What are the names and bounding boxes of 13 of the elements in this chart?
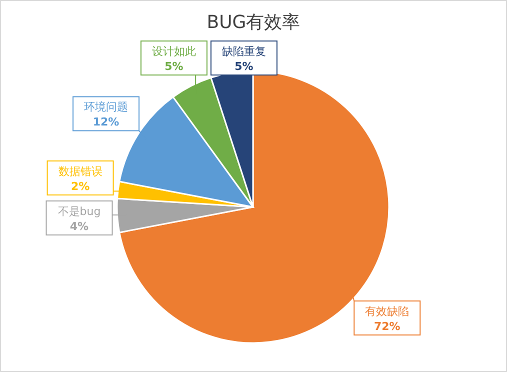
data-label: 5% xyxy=(164,60,184,73)
data-label: 72% xyxy=(374,320,400,333)
chart-title: BUG有效率 xyxy=(206,12,300,33)
slice-label: 缺陷重复 xyxy=(222,45,266,58)
slice-label: 有效缺陷 xyxy=(365,304,410,318)
slice-label: 设计如此 xyxy=(152,45,196,58)
slice-label: 环境问题 xyxy=(84,100,128,114)
data-label: 2% xyxy=(70,180,90,193)
data-label: 5% xyxy=(234,60,254,73)
slice-label: 不是bug xyxy=(58,204,101,218)
data-label: 4% xyxy=(70,220,89,233)
slice-label: 数据错误 xyxy=(58,164,102,178)
data-label: 12% xyxy=(92,116,120,129)
